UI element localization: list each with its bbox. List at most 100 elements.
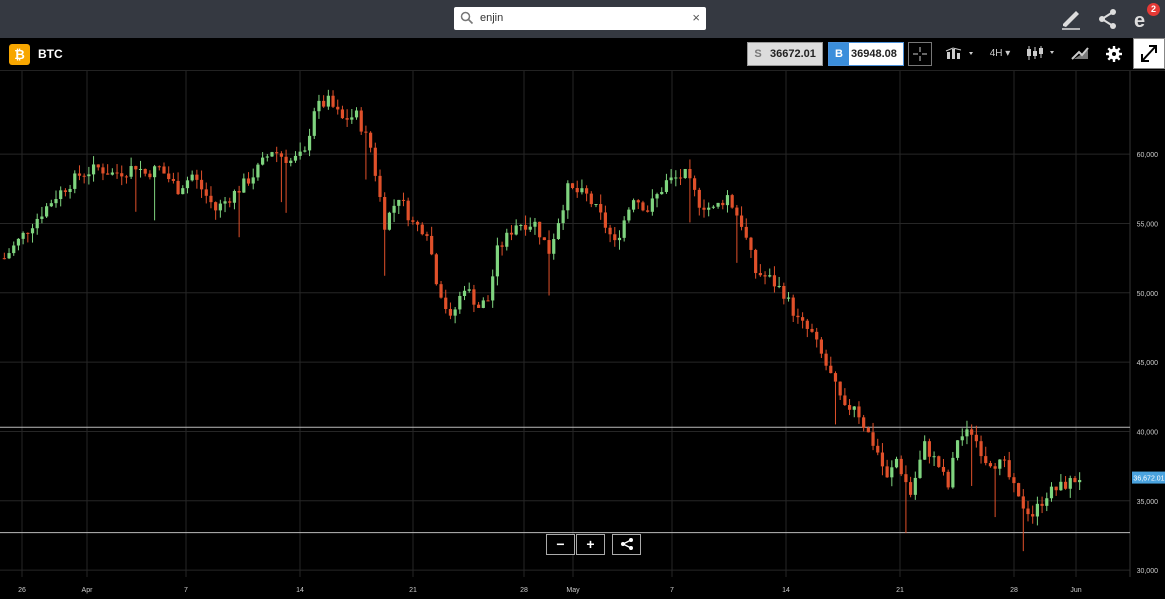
candle-body	[514, 225, 518, 235]
candle-body	[1017, 483, 1021, 497]
candle-body	[214, 202, 218, 211]
asset-name: BTC	[38, 47, 63, 61]
chart-type-dropdown[interactable]	[1024, 42, 1058, 66]
candle-body	[153, 166, 157, 178]
search-icon	[460, 11, 474, 30]
indicators-button[interactable]	[944, 42, 976, 66]
sell-price-button[interactable]: S 36672.01	[747, 42, 823, 66]
candle-body	[627, 209, 631, 221]
candle-body	[406, 200, 410, 221]
candle-body	[636, 200, 640, 203]
candle-body	[758, 273, 762, 276]
candle-body	[608, 227, 612, 235]
share-icon[interactable]	[1096, 7, 1120, 31]
current-price-tag	[1132, 471, 1165, 484]
candle-body	[965, 429, 969, 437]
candle-body	[223, 201, 227, 204]
candle-body	[847, 405, 852, 410]
candle-body	[979, 441, 983, 457]
candle-body	[326, 95, 330, 107]
candle-body	[448, 309, 453, 316]
candle-body	[434, 254, 438, 285]
candle-body	[1078, 480, 1082, 483]
candle-body	[801, 317, 805, 321]
price-chart[interactable]: 60,000 55,000 50,000 45,000 40,000 35,000 30,0…	[0, 71, 1165, 599]
crosshair-button[interactable]	[908, 42, 932, 66]
candle-body	[721, 202, 725, 206]
search-box[interactable]: ×	[454, 7, 706, 30]
pen-icon[interactable]	[1059, 7, 1083, 31]
candle-body	[458, 295, 462, 310]
candle-body	[237, 191, 241, 193]
candle-body	[1007, 460, 1011, 478]
drawing-tools-button[interactable]	[1068, 42, 1092, 66]
candle-body	[26, 232, 30, 234]
candle-body	[486, 300, 490, 302]
candle-body	[561, 210, 565, 224]
candle-body	[913, 477, 917, 495]
timeframe-dropdown[interactable]: 4H ▾	[986, 42, 1014, 66]
candle-body	[364, 131, 368, 133]
candle-body	[622, 220, 626, 238]
x-tick-label: 7	[184, 587, 188, 594]
candle-body	[547, 240, 551, 254]
candle-body	[1040, 503, 1044, 506]
candle-body	[369, 132, 373, 148]
candle-body	[523, 224, 528, 230]
candle-body	[467, 289, 471, 291]
candle-body	[387, 212, 391, 230]
expand-button[interactable]	[1133, 38, 1165, 69]
candle-body	[2, 258, 6, 260]
search-input[interactable]	[480, 9, 680, 27]
bitcoin-icon: ₿	[9, 44, 30, 65]
candle-body	[171, 179, 175, 181]
share-icon	[620, 538, 633, 550]
candle-body	[918, 459, 922, 478]
trendline-icon	[1071, 47, 1089, 60]
candle-body	[1031, 514, 1035, 517]
candle-body	[124, 176, 129, 178]
zoom-in-button[interactable]: +	[576, 534, 605, 555]
candle-body	[669, 177, 673, 181]
candle-body	[871, 432, 875, 446]
candle-body	[505, 232, 509, 247]
candle-body	[552, 239, 556, 254]
x-tick-label: 26	[18, 587, 26, 594]
candle-body	[1068, 478, 1072, 489]
candle-body	[110, 172, 114, 175]
candle-body	[899, 458, 903, 475]
clear-search-icon[interactable]: ×	[692, 10, 700, 25]
candle-body	[77, 173, 82, 176]
buy-price-button[interactable]: B 36948.08	[828, 42, 904, 66]
share-chart-button[interactable]	[612, 534, 641, 555]
candle-body	[101, 167, 105, 174]
candle-body	[115, 172, 119, 174]
candle-body	[613, 234, 617, 241]
candle-body	[176, 180, 180, 195]
candle-body	[444, 297, 448, 310]
candle-body	[134, 166, 138, 170]
candle-body	[303, 150, 307, 152]
sell-label: S	[754, 48, 762, 60]
candle-body	[30, 228, 35, 234]
candle-body	[941, 466, 946, 472]
zoom-out-button[interactable]: −	[546, 534, 575, 555]
candle-body	[265, 156, 269, 158]
candle-body	[655, 194, 659, 199]
settings-button[interactable]	[1102, 42, 1126, 66]
candle-body	[932, 456, 936, 458]
candle-body	[82, 175, 86, 177]
y-tick-label: 50,000	[1137, 291, 1159, 298]
candle-body	[768, 275, 772, 277]
etoro-logo-icon[interactable]: e 2	[1132, 3, 1160, 32]
candle-body	[251, 177, 255, 184]
candle-body	[829, 365, 833, 374]
candle-body	[631, 200, 636, 210]
buy-price: 36948.08	[851, 48, 897, 60]
candle-body	[660, 191, 664, 195]
candle-body	[542, 237, 546, 241]
candle-body	[293, 155, 298, 161]
candle-body	[674, 177, 678, 179]
candle-body	[650, 198, 654, 212]
candle-body	[664, 180, 669, 192]
